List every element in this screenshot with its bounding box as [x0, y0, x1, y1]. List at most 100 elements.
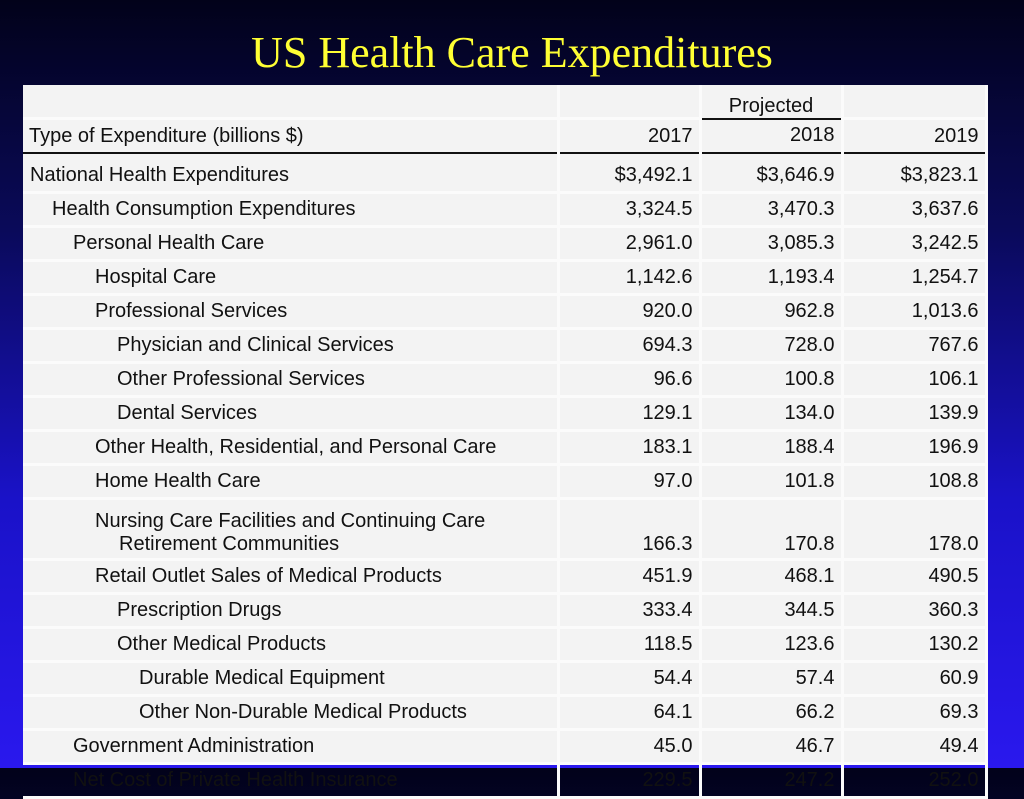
value-cell-2017: 920.0: [558, 294, 702, 330]
expenditure-type-cell: Other Non-Durable Medical Products: [23, 695, 560, 731]
expenditure-type-label: Health Consumption Expenditures: [52, 198, 356, 220]
table-row: Other Professional Services 96.6 100.8 106.…: [23, 362, 988, 398]
value-cell-2017: $3,492.1: [558, 160, 702, 194]
value-cell-2018: 100.8: [700, 362, 844, 398]
type-column-header: Type of Expenditure (billions $): [23, 118, 560, 154]
value-cell-2017: 64.1: [558, 695, 702, 731]
expenditure-type-label: Nursing Care Facilities and Continuing C…: [95, 510, 486, 532]
expenditure-type-label: Retail Outlet Sales of Medical Products: [95, 565, 442, 587]
expenditure-type-label: Prescription Drugs: [117, 599, 282, 621]
table-row: Professional Services 920.0 962.8 1,013.6: [23, 294, 988, 330]
value-cell-2017: 96.6: [558, 362, 702, 398]
value-cell-2017: 54.4: [558, 661, 702, 697]
expenditure-type-label: Personal Health Care: [73, 232, 265, 254]
value-cell-2019: 108.8: [842, 464, 988, 500]
expenditure-type-label: Dental Services: [117, 402, 258, 424]
table-row: Dental Services 129.1 134.0 139.9: [23, 396, 988, 432]
value-cell-2018: 134.0: [700, 396, 844, 432]
expenditure-type-label: Other Professional Services: [117, 368, 365, 390]
spacer-cell: [23, 153, 560, 160]
table-row: Hospital Care 1,142.6 1,193.4 1,254.7: [23, 260, 988, 296]
value-cell-2017: 694.3: [558, 328, 702, 364]
value-cell-2017: 129.1: [558, 396, 702, 432]
expenditure-type-label-continued: Retirement Communities: [119, 533, 340, 555]
value-cell-2019: $3,823.1: [842, 160, 988, 194]
expenditure-type-cell: Other Health, Residential, and Personal …: [23, 430, 560, 466]
table-row: Retail Outlet Sales of Medical Products 4…: [23, 559, 988, 595]
expenditure-table: Projected Type of Expenditure (billions …: [23, 85, 988, 799]
value-cell-2019: 69.3: [842, 695, 988, 731]
table-row: Government Administration 45.0 46.7 49.4: [23, 729, 988, 765]
value-cell-2018: 101.8: [700, 464, 844, 500]
expenditure-type-cell: Health Consumption Expenditures: [23, 192, 560, 228]
value-cell-2019: 178.0: [842, 498, 988, 561]
table-row: Prescription Drugs 333.4 344.5 360.3: [23, 593, 988, 629]
expenditure-type-label: Hospital Care: [95, 266, 217, 288]
table-row: Durable Medical Equipment 54.4 57.4 60.9: [23, 661, 988, 697]
value-cell-2018: 1,193.4: [700, 260, 844, 296]
value-cell-2017: 166.3: [558, 498, 702, 561]
value-cell-2018: 468.1: [700, 559, 844, 595]
expenditure-type-cell: Personal Health Care: [23, 226, 560, 262]
expenditure-type-label: Home Health Care: [95, 470, 261, 492]
expenditure-type-cell: Other Medical Products: [23, 627, 560, 663]
value-cell-2019: 49.4: [842, 729, 988, 765]
spacer-cell: [558, 153, 702, 160]
expenditure-type-cell: National Health Expenditures: [23, 160, 560, 194]
value-cell-2019: 139.9: [842, 396, 988, 432]
value-cell-2018: 66.2: [700, 695, 844, 731]
expenditure-type-cell: Nursing Care Facilities and Continuing C…: [23, 498, 560, 561]
header-blank-cell: [23, 85, 560, 120]
value-cell-2018: 247.2: [700, 763, 844, 799]
value-cell-2019: 60.9: [842, 661, 988, 697]
value-cell-2017: 3,324.5: [558, 192, 702, 228]
expenditure-type-cell: Net Cost of Private Health Insurance: [23, 763, 560, 799]
table-row: Other Non-Durable Medical Products 64.1 66…: [23, 695, 988, 731]
expenditure-type-cell: Professional Services: [23, 294, 560, 330]
value-cell-2018: 344.5: [700, 593, 844, 629]
value-cell-2018: 962.8: [700, 294, 844, 330]
expenditure-type-cell: Other Professional Services: [23, 362, 560, 398]
header-row-columns: Type of Expenditure (billions $) 2017 20…: [23, 118, 988, 154]
expenditure-type-cell: Hospital Care: [23, 260, 560, 296]
table-row: Other Medical Products 118.5 123.6 130.2: [23, 627, 988, 663]
value-cell-2019: 106.1: [842, 362, 988, 398]
projected-header: Projected: [700, 85, 844, 120]
expenditure-type-label: Government Administration: [73, 735, 315, 757]
value-cell-2018: 123.6: [700, 627, 844, 663]
expenditure-type-label: Durable Medical Equipment: [139, 667, 385, 689]
table-row: Home Health Care 97.0 101.8 108.8: [23, 464, 988, 500]
value-cell-2017: 118.5: [558, 627, 702, 663]
value-cell-2019: 360.3: [842, 593, 988, 629]
value-cell-2018: 3,085.3: [700, 226, 844, 262]
expenditure-type-label: Physician and Clinical Services: [117, 334, 394, 356]
value-cell-2017: 97.0: [558, 464, 702, 500]
header-blank-cell: [558, 85, 702, 120]
expenditure-type-label: Net Cost of Private Health Insurance: [73, 769, 398, 791]
value-cell-2019: 767.6: [842, 328, 988, 364]
value-cell-2017: 229.5: [558, 763, 702, 799]
expenditure-type-cell: Dental Services: [23, 396, 560, 432]
value-cell-2019: 490.5: [842, 559, 988, 595]
value-cell-2019: 130.2: [842, 627, 988, 663]
spacer-cell: [842, 153, 988, 160]
expenditure-type-cell: Retail Outlet Sales of Medical Products: [23, 559, 560, 595]
expenditure-type-cell: Durable Medical Equipment: [23, 661, 560, 697]
expenditure-type-cell: Government Administration: [23, 729, 560, 765]
table-row: Personal Health Care 2,961.0 3,085.3 3,242.…: [23, 226, 988, 262]
year-header-2017: 2017: [558, 118, 702, 154]
value-cell-2018: 728.0: [700, 328, 844, 364]
year-header-2019: 2019: [842, 118, 988, 154]
value-cell-2019: 3,242.5: [842, 226, 988, 262]
value-cell-2017: 1,142.6: [558, 260, 702, 296]
table-row: Health Consumption Expenditures 3,324.5 3,…: [23, 192, 988, 228]
value-cell-2019: 1,013.6: [842, 294, 988, 330]
value-cell-2019: 196.9: [842, 430, 988, 466]
value-cell-2018: 57.4: [700, 661, 844, 697]
expenditure-type-label: Other Health, Residential, and Personal …: [95, 436, 497, 458]
value-cell-2017: 45.0: [558, 729, 702, 765]
expenditure-type-cell: Home Health Care: [23, 464, 560, 500]
expenditure-type-label: Professional Services: [95, 300, 288, 322]
table-row: Physician and Clinical Services 694.3 728.…: [23, 328, 988, 364]
value-cell-2018: 46.7: [700, 729, 844, 765]
